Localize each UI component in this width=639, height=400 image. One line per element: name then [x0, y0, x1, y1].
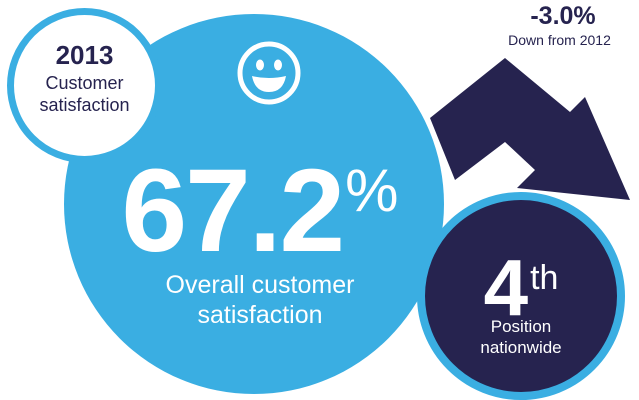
- rank-caption-line1: Position: [490, 317, 552, 336]
- change-caption: Down from 2012: [508, 32, 611, 48]
- year-caption-line2: satisfaction: [39, 95, 130, 115]
- rank-circle: [417, 192, 625, 400]
- percent-sign: %: [345, 157, 399, 224]
- satisfaction-number: 67.2: [121, 145, 345, 277]
- rank-suffix: th: [530, 259, 559, 297]
- satisfaction-caption: Overall customer satisfaction: [110, 270, 410, 330]
- rank-caption-line2: nationwide: [480, 338, 562, 357]
- year-badge: [7, 8, 162, 163]
- year-caption: Customer satisfaction: [7, 72, 162, 116]
- rank-value: 4th: [417, 238, 625, 328]
- smiley-face-icon: [237, 41, 301, 105]
- year-label: 2013: [55, 40, 114, 70]
- change-value: -3.0%: [530, 2, 596, 30]
- satisfaction-caption-line1: Overall customer: [165, 271, 355, 299]
- rank-number: 4: [483, 243, 529, 332]
- satisfaction-value: 67.2%: [100, 132, 420, 270]
- satisfaction-caption-line2: satisfaction: [197, 301, 323, 329]
- year-caption-line1: Customer: [45, 73, 124, 93]
- rank-caption: Position nationwide: [417, 316, 625, 358]
